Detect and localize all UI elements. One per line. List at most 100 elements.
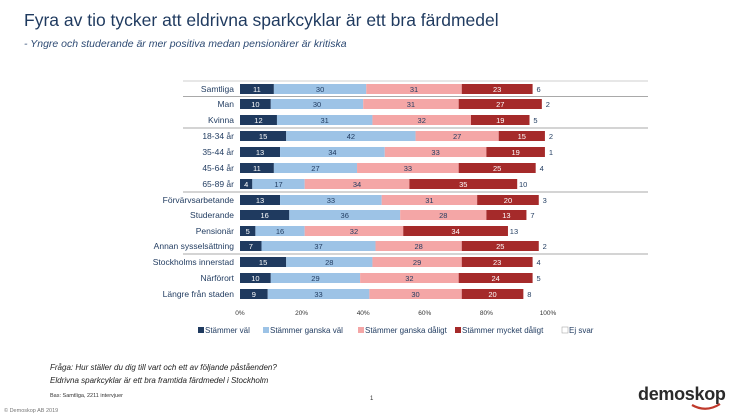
bar-segment: [372, 257, 462, 267]
data-label: 8: [527, 290, 531, 299]
data-label: 25: [496, 242, 504, 251]
question-text: Fråga: Hur ställer du dig till vart och …: [50, 363, 277, 372]
bar-segment: [240, 241, 262, 251]
category-label: 65-89 år: [202, 179, 234, 189]
data-label: 34: [353, 180, 361, 189]
bar-segment: [461, 289, 524, 299]
data-label: 10: [251, 100, 259, 109]
data-label: 33: [314, 290, 322, 299]
data-label: 13: [510, 227, 518, 236]
copyright: © Demoskop AB 2019: [4, 408, 59, 414]
bar-segment: [486, 147, 545, 157]
page-number: 1: [370, 396, 374, 402]
category-label: Pensionär: [196, 226, 234, 236]
data-label: 12: [254, 116, 262, 125]
demoskop-logo: demoskop: [638, 384, 726, 404]
bar-segment: [304, 226, 404, 236]
data-label: 34: [328, 148, 336, 157]
chart-title: Fyra av tio tycker att eldrivna sparkcyk…: [24, 10, 499, 30]
data-label: 25: [493, 164, 501, 173]
data-label: 13: [256, 196, 264, 205]
data-label: 34: [451, 227, 459, 236]
bar-segment: [415, 131, 499, 141]
legend-label: Stämmer mycket dåligt: [462, 326, 544, 335]
data-label: 20: [504, 196, 512, 205]
bar-segment: [286, 131, 416, 141]
bar-segment: [363, 99, 459, 109]
data-label: 4: [244, 180, 248, 189]
data-label: 27: [496, 100, 504, 109]
bar-segment: [360, 273, 459, 283]
bar-segment: [486, 210, 527, 220]
bar-segment: [286, 257, 373, 267]
bar-segment: [461, 241, 539, 251]
category-label: Stockholms innerstad: [153, 257, 235, 267]
bar-segment: [261, 241, 376, 251]
data-label: 31: [410, 85, 418, 94]
data-label: 9: [252, 290, 256, 299]
category-label: 18-34 år: [202, 131, 234, 141]
data-label: 10: [519, 180, 527, 189]
data-label: 33: [404, 164, 412, 173]
data-label: 33: [327, 196, 335, 205]
category-label: 35-44 år: [202, 147, 234, 157]
bar-segment: [381, 195, 478, 205]
data-label: 32: [418, 116, 426, 125]
bar-segment: [366, 84, 462, 94]
legend-swatch: [561, 326, 569, 334]
data-label: 1: [549, 148, 553, 157]
bar-segment: [403, 226, 508, 236]
data-label: 30: [313, 100, 321, 109]
category-label: Förvärvsarbetande: [163, 195, 235, 205]
x-tick-label: 60%: [418, 310, 431, 317]
data-label: 30: [411, 290, 419, 299]
chart-subtitle: - Yngre och studerande är mer positiva m…: [24, 38, 347, 50]
logo-swoosh-icon: [691, 403, 721, 410]
bar-segment: [240, 273, 271, 283]
data-label: 5: [537, 274, 541, 283]
category-label: Studerande: [190, 210, 234, 220]
bar-segment: [280, 147, 385, 157]
data-label: 23: [493, 258, 501, 267]
bar-segment: [289, 210, 401, 220]
data-label: 2: [543, 242, 547, 251]
bar-segment: [357, 163, 459, 173]
data-label: 42: [347, 132, 355, 141]
x-tick-label: 80%: [480, 310, 493, 317]
legend-swatch: [455, 327, 461, 333]
bar-segment: [304, 179, 410, 189]
data-label: 32: [350, 227, 358, 236]
bar-segment: [458, 273, 533, 283]
data-label: 11: [253, 85, 261, 94]
data-label: 2: [546, 100, 550, 109]
category-label: Kvinna: [208, 115, 234, 125]
legend-swatch: [263, 327, 269, 333]
bar-segment: [240, 84, 274, 94]
bar-segment: [276, 115, 373, 125]
legend-label: Ej svar: [569, 326, 594, 335]
bar-segment: [273, 163, 358, 173]
bar-segment: [477, 195, 539, 205]
data-label: 19: [496, 116, 504, 125]
bar-segment: [458, 99, 542, 109]
statement-text: Eldrivna sparkcyklar är ett bra framtida…: [50, 376, 269, 385]
data-label: 29: [311, 274, 319, 283]
bar-segment: [240, 147, 281, 157]
bar-segment: [384, 147, 487, 157]
data-label: 6: [537, 85, 541, 94]
category-label: Annan sysselsättning: [154, 241, 235, 251]
bar-segment: [280, 195, 382, 205]
bar-segment: [240, 179, 253, 189]
bar-segment: [461, 257, 533, 267]
data-label: 35: [459, 180, 467, 189]
bar-segment: [252, 179, 305, 189]
data-label: 15: [259, 258, 267, 267]
data-label: 5: [246, 227, 250, 236]
bar-segment: [375, 241, 462, 251]
bar-segment: [400, 210, 487, 220]
data-label: 36: [341, 211, 349, 220]
data-label: 33: [431, 148, 439, 157]
legend-label: Stämmer ganska dåligt: [365, 326, 448, 335]
bar-segment: [255, 226, 305, 236]
